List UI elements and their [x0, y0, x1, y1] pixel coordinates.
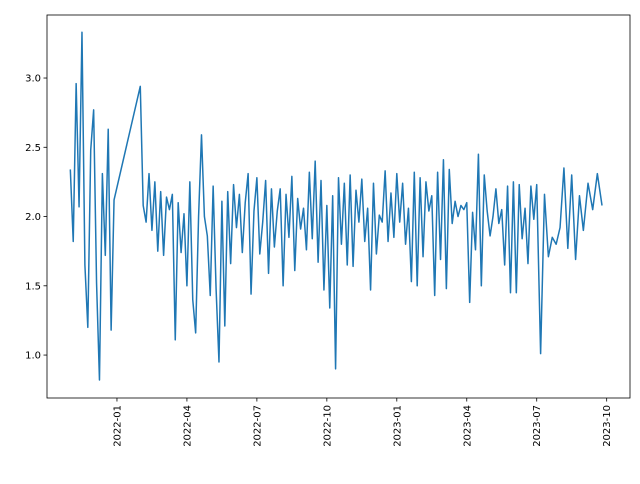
x-tick-label: 2023-04: [462, 405, 473, 447]
y-tick-label: 3.0: [25, 74, 41, 85]
x-tick-label: 2022-04: [182, 405, 193, 447]
x-tick-label: 2022-01: [112, 405, 123, 447]
x-tick-label: 2023-01: [392, 405, 403, 447]
x-tick-label: 2022-07: [252, 405, 263, 447]
y-tick-label: 2.5: [25, 143, 41, 154]
y-tick-label: 2.0: [25, 212, 41, 223]
x-tick-label: 2023-07: [532, 405, 543, 447]
x-tick-label: 2023-10: [602, 405, 613, 447]
y-tick-label: 1.0: [25, 351, 41, 362]
axes-frame: [46, 14, 631, 399]
x-tick-label: 2022-10: [322, 405, 333, 447]
data-line: [69, 31, 603, 381]
y-tick-label: 1.5: [25, 281, 41, 292]
